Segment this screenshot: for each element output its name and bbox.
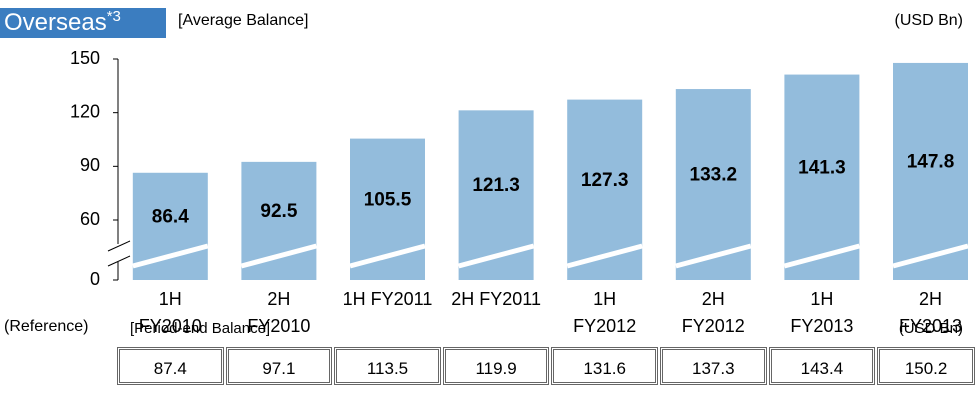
x-tick-label: 2H FY2012 [681, 289, 745, 336]
bar [893, 62, 968, 281]
bar-break [675, 243, 752, 269]
y-tick-label: 120 [70, 101, 100, 121]
x-tick-label: 2H FY2013 [898, 289, 963, 336]
axis-break [107, 255, 131, 267]
reference-label: (Reference) [4, 318, 89, 335]
reference-cell: 131.6 [551, 347, 658, 385]
value-label: 141.3 [798, 157, 846, 178]
reference-cell: 150.2 [877, 347, 975, 385]
bar-break [240, 243, 318, 269]
unit-label: (USD Bn) [894, 12, 963, 29]
y-tick-label: 90 [80, 155, 100, 175]
reference-cell: 87.4 [117, 347, 224, 385]
value-label: 147.8 [907, 151, 955, 172]
reference-cell: 97.1 [225, 347, 333, 385]
bar-break [349, 243, 426, 269]
x-tick-label: 2H FY2011 [451, 289, 541, 309]
value-label: 133.2 [690, 165, 738, 186]
x-tick-label: 1H FY2010 [138, 289, 202, 336]
reference-cell: 119.9 [442, 347, 550, 385]
x-tick-label: 1H FY2011 [342, 289, 433, 309]
bar-break [566, 243, 643, 269]
bar-break [783, 243, 861, 269]
y-tick-label: 0 [90, 269, 100, 289]
subtitle: [Average Balance] [178, 12, 309, 29]
value-label: 121.3 [472, 175, 520, 196]
axis-break [107, 240, 131, 252]
x-tick-label: 1H FY2013 [790, 289, 854, 336]
reference-subtitle: [Period-end Balance] [130, 320, 271, 337]
x-tick-label: 2H FY2010 [247, 289, 311, 336]
reference-unit: (USD Bn) [898, 320, 963, 337]
bar-break [892, 243, 969, 269]
bar [784, 74, 860, 281]
y-tick-label: 150 [70, 48, 100, 68]
value-label: 127.3 [581, 170, 629, 191]
x-tick-label: 1H FY2012 [573, 289, 637, 336]
title-box: Overseas*3 [0, 8, 166, 38]
value-label: 105.5 [364, 189, 412, 210]
reference-cell: 113.5 [334, 347, 441, 385]
chart-title: Overseas [4, 9, 107, 36]
value-label: 92.5 [260, 201, 297, 222]
reference-cell: 143.4 [768, 347, 876, 385]
bar-break [132, 243, 209, 269]
y-tick-label: 60 [80, 209, 100, 229]
title-note: *3 [106, 8, 121, 25]
bar-break [457, 243, 535, 269]
value-label: 86.4 [152, 206, 189, 227]
reference-cell: 137.3 [660, 347, 767, 385]
